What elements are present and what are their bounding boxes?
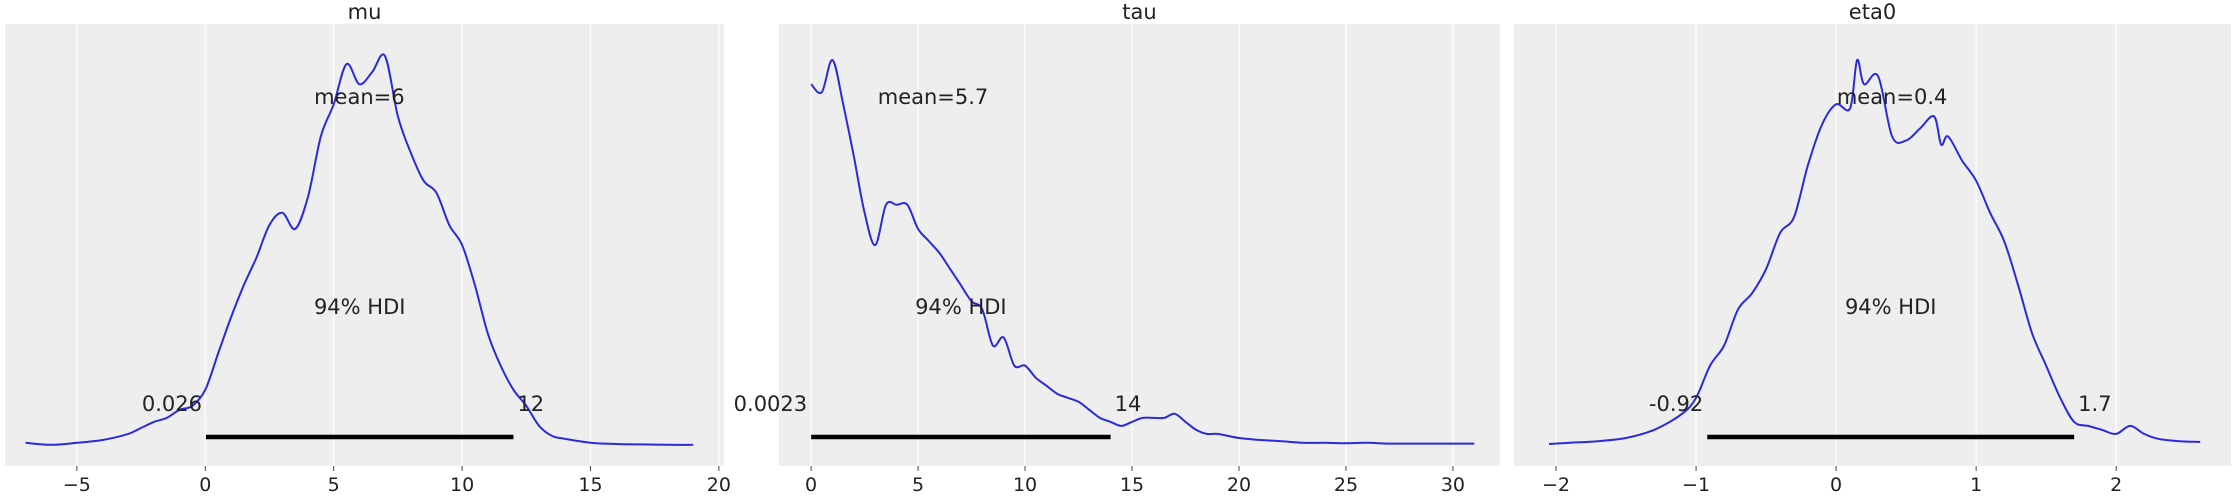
hdi-low-label: 0.0023 [734, 392, 807, 416]
kde-line [810, 59, 1475, 445]
x-tick-label: 10 [450, 474, 474, 496]
x-tick-label: 15 [1120, 474, 1144, 496]
x-tick-label: 0 [1830, 474, 1842, 496]
hdi-low-label: 0.026 [142, 392, 202, 416]
hdi-high-label: 14 [1115, 392, 1142, 416]
x-tick-label: 5 [328, 474, 340, 496]
hdi-label: 94% HDI [915, 295, 1007, 319]
plot-area [5, 24, 724, 466]
hdi-high-label: 12 [517, 392, 544, 416]
kde-line [25, 53, 694, 446]
x-tick-label: 30 [1441, 474, 1465, 496]
hdi-label: 94% HDI [1845, 295, 1937, 319]
x-tick-label: −2 [1542, 474, 1570, 496]
panel-tau: 0 5 10 15 20 25 30 tau mean=5.7 94% HDI 0.0023 14 [734, 0, 1500, 496]
x-tick-label: 0 [199, 474, 211, 496]
x-tick-label: 10 [1013, 474, 1037, 496]
kde-line [1548, 58, 2201, 445]
hdi-low-label: -0.92 [1649, 392, 1703, 416]
mean-label: mean=6 [314, 85, 405, 109]
x-tick-label: 20 [1227, 474, 1251, 496]
x-tick-label: −5 [63, 474, 91, 496]
plot-area [779, 24, 1500, 466]
x-tick-label: 0 [805, 474, 817, 496]
hdi-label: 94% HDI [314, 295, 406, 319]
x-tick-label: 5 [912, 474, 924, 496]
mean-label: mean=0.4 [1837, 85, 1948, 109]
panel-eta0: −2 −1 0 1 2 eta0 mean=0.4 94% HDI -0.92 1.7 [1514, 0, 2231, 496]
x-tick-label: 15 [578, 474, 602, 496]
mean-label: mean=5.7 [878, 85, 989, 109]
x-tick-label: 2 [2110, 474, 2122, 496]
panel-title: eta0 [1849, 0, 1896, 24]
x-tick-label: 1 [1970, 474, 1982, 496]
hdi-high-label: 1.7 [2078, 392, 2111, 416]
x-tick-label: 20 [707, 474, 731, 496]
panel-mu: −5 0 5 10 15 20 mu mean=6 94% HDI 0.026 12 [5, 0, 731, 496]
panel-title: tau [1122, 0, 1156, 24]
x-tick-label: −1 [1682, 474, 1710, 496]
x-tick-label: 25 [1334, 474, 1358, 496]
panel-title: mu [348, 0, 382, 24]
plot-area [1514, 24, 2231, 466]
